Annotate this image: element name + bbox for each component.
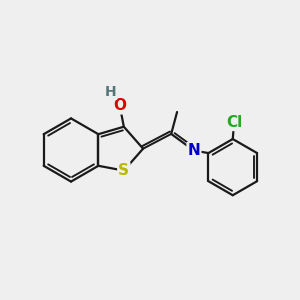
Text: H: H xyxy=(105,85,116,99)
Text: S: S xyxy=(118,163,129,178)
Text: Cl: Cl xyxy=(226,115,242,130)
Text: N: N xyxy=(188,143,200,158)
Text: O: O xyxy=(113,98,126,113)
